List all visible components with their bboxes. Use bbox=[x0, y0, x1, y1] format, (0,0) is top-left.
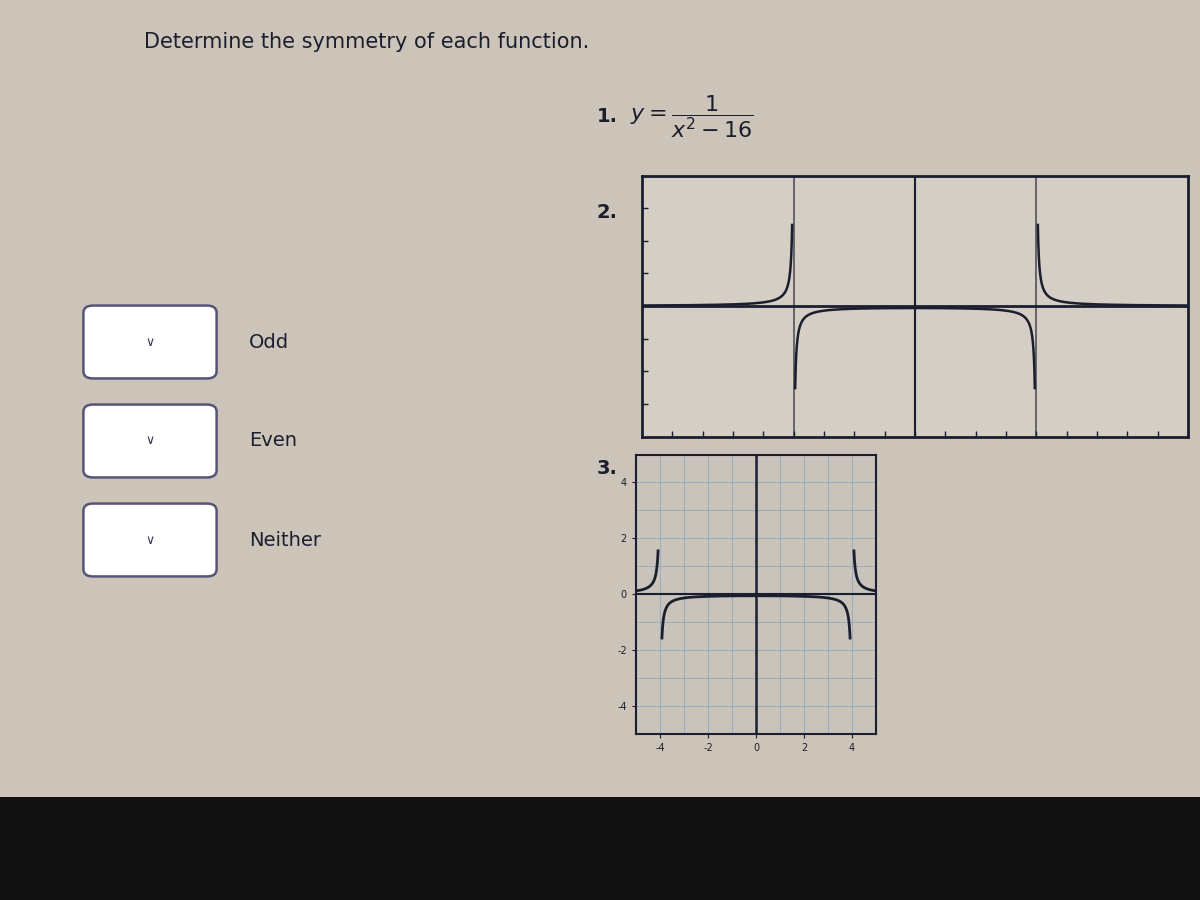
Text: Neither: Neither bbox=[250, 530, 322, 550]
Text: ∨: ∨ bbox=[145, 435, 155, 447]
Text: ∨: ∨ bbox=[145, 336, 155, 348]
Text: Determine the symmetry of each function.: Determine the symmetry of each function. bbox=[144, 32, 589, 51]
Text: ∨: ∨ bbox=[145, 534, 155, 546]
Text: Odd: Odd bbox=[250, 332, 289, 352]
Text: $y = \dfrac{1}{x^2-16}$: $y = \dfrac{1}{x^2-16}$ bbox=[630, 94, 754, 140]
FancyBboxPatch shape bbox=[84, 503, 216, 577]
Text: Even: Even bbox=[250, 431, 298, 451]
FancyBboxPatch shape bbox=[84, 405, 216, 477]
Text: 1.: 1. bbox=[598, 107, 618, 127]
Bar bbox=[0, 796, 1200, 900]
FancyBboxPatch shape bbox=[84, 306, 216, 378]
Text: 2.: 2. bbox=[598, 202, 618, 221]
Text: 3.: 3. bbox=[598, 459, 618, 478]
